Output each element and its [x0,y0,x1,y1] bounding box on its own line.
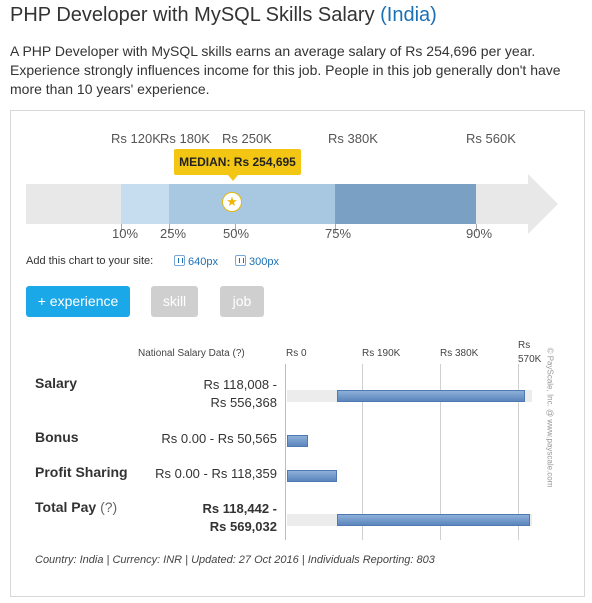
page-title-text: PHP Developer with MySQL Skills Salary [10,4,375,26]
axis-tick-570k-rs: Rs [518,340,531,351]
range-arrow-head [528,174,558,234]
percentile-label-90: 90% [466,226,493,241]
row-bar-profit-sharing [287,470,337,482]
row-bar-bonus [287,435,308,447]
row-bar-salary [337,390,525,402]
row-label-salary: Salary [35,375,78,391]
median-star-icon: ★ [222,192,242,212]
page-title: PHP Developer with MySQL Skills Salary (… [10,4,437,27]
percentile-tick [476,224,477,232]
total-pay-help-link[interactable]: (?) [100,499,118,515]
copyright-text: © PayScale, Inc. @ www.payscale.com [545,347,555,488]
axis-tick-380k: Rs 380K [440,348,479,359]
percentile-label-50: 50% [223,226,250,241]
percentile-tick [235,224,236,232]
axis-tick-570k-value: 570K [518,354,542,365]
percentile-tick [169,224,170,232]
band-50-75 [235,184,335,224]
skill-filter-button[interactable]: skill [151,286,198,317]
row-bar-total-pay [337,514,530,526]
row-label-total-pay: Total Pay (?) [35,499,117,515]
tick-label-380k: Rs 380K [328,131,378,146]
tick-label-560k: Rs 560K [466,131,516,146]
percentile-label-10: 10% [112,226,139,241]
job-filter-button[interactable]: job [220,286,264,317]
embed-code-icon [235,255,246,266]
percentile-label-25: 25% [160,226,187,241]
row-value-salary-line2: Rs 556,368 [210,395,278,410]
median-pointer [228,175,238,181]
embed-label: Add this chart to your site: [26,255,154,267]
percentile-tick [121,224,122,232]
axis-line-380k [440,364,441,540]
median-label: MEDIAN: Rs 254,695 [174,149,301,175]
percentile-tick [335,224,336,232]
tick-label-250k: Rs 250K [222,131,272,146]
axis-tick-190k: Rs 190K [362,348,401,359]
footer-meta: Country: India | Currency: INR | Updated… [35,554,435,566]
band-10-25 [121,184,169,224]
intro-paragraph: A PHP Developer with MySQL skills earns … [10,43,561,97]
axis-line-190k [362,364,363,540]
embed-640-text: 640px [188,256,218,268]
axis-line-570k [518,364,519,540]
row-label-bonus: Bonus [35,429,79,445]
row-value-salary-line1: Rs 118,008 - [203,377,277,392]
axis-tick-0: Rs 0 [286,348,307,359]
embed-code-icon [174,255,185,266]
national-salary-header: National Salary Data (?) [138,348,245,359]
country-link[interactable]: (India) [380,4,437,26]
band-75-90 [335,184,476,224]
row-value-profit-sharing: Rs 0.00 - Rs 118,359 [155,466,277,481]
percentile-label-75: 75% [325,226,352,241]
total-pay-label: Total Pay [35,499,97,515]
row-value-bonus: Rs 0.00 - Rs 50,565 [161,431,277,446]
copyright-watermark: © PayScale, Inc. @ www.payscale.com [540,335,558,505]
embed-640-link[interactable]: 640px [174,255,218,268]
axis-line-0 [285,364,286,540]
row-value-total-pay-line1: Rs 118,442 - [202,501,277,516]
experience-filter-button[interactable]: + experience [26,286,130,317]
embed-300-text: 300px [249,256,279,268]
row-label-profit-sharing: Profit Sharing [35,464,128,480]
tick-label-180k: Rs 180K [160,131,210,146]
tick-label-120k: Rs 120K [111,131,161,146]
embed-300-link[interactable]: 300px [235,255,279,268]
row-value-total-pay-line2: Rs 569,032 [209,519,277,534]
